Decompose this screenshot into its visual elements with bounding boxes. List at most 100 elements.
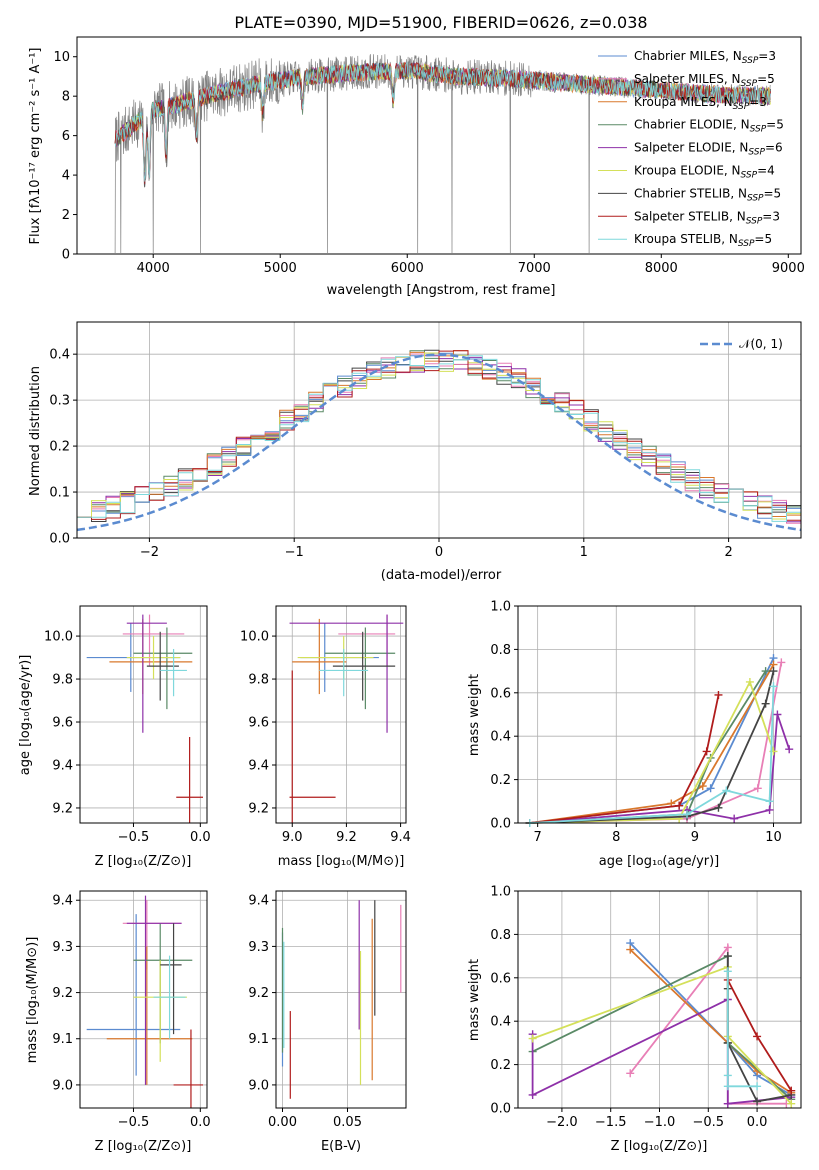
plot-area bbox=[86, 895, 203, 1108]
errorbar-point-3 bbox=[292, 618, 347, 695]
axes-frame: 7 8 9 10 0.0 0.2 0.4 0.6 0.8 1.0 bbox=[490, 600, 802, 845]
data-point-marker bbox=[761, 699, 770, 708]
data-point-marker bbox=[528, 1034, 537, 1043]
y-tick-label: 2 bbox=[62, 208, 70, 223]
normal-reference-curve bbox=[77, 353, 801, 532]
weight-series-9 bbox=[525, 682, 778, 827]
y-tick-label: 9.4 bbox=[52, 758, 73, 773]
y-tick-label: 10.0 bbox=[240, 630, 269, 645]
data-point-marker bbox=[773, 710, 782, 719]
x-tick-label: 0.00 bbox=[268, 1115, 297, 1130]
data-point-marker bbox=[785, 745, 794, 754]
x-tick-label: 8000 bbox=[645, 261, 678, 276]
y-tick-label: 9.2 bbox=[52, 801, 73, 816]
errorbar-point-6 bbox=[126, 636, 181, 680]
x-tick-label: 10 bbox=[765, 830, 782, 845]
mass-weight-vs-age-panel: 7 8 9 10 0.0 0.2 0.4 0.6 0.8 1.0 bbox=[490, 600, 802, 845]
data-point-marker bbox=[787, 1086, 796, 1095]
legend-entry: Kroupa STELIB, NSSP=5 bbox=[634, 232, 772, 249]
wZ-xlabel: Z [log₁₀(Z/Z⊙)] bbox=[611, 1139, 708, 1154]
data-point-marker bbox=[714, 803, 723, 812]
legend-entry: Salpeter ELODIE, NSSP=6 bbox=[634, 141, 783, 158]
y-tick-label: 10 bbox=[53, 50, 70, 65]
y-tick-label: 9.6 bbox=[248, 716, 269, 731]
plot-area bbox=[77, 349, 801, 532]
data-point-marker bbox=[626, 1069, 635, 1078]
data-point-marker bbox=[730, 814, 739, 823]
y-tick-label: 9.2 bbox=[52, 986, 73, 1001]
x-tick-label: 4000 bbox=[137, 261, 170, 276]
legend-entry: Chabrier STELIB, NSSP=5 bbox=[634, 186, 781, 203]
y-tick-label: 9.1 bbox=[248, 1032, 269, 1047]
axes-frame: −2.0 −1.5 −1.0 −0.5 0.0 0.0 0.2 0.4 0.6 0.8 1.0 bbox=[490, 885, 802, 1130]
plot-area bbox=[114, 54, 771, 254]
errorbar-point-1 bbox=[86, 914, 181, 1076]
y-tick-label: 9.4 bbox=[52, 894, 73, 909]
y-tick-label: 0 bbox=[62, 248, 70, 263]
data-point-marker bbox=[675, 801, 684, 810]
x-tick-label: 0 bbox=[435, 545, 443, 560]
x-tick-label: 6000 bbox=[391, 261, 424, 276]
wAge-xlabel: age [log₁₀(age/yr)] bbox=[599, 854, 720, 869]
data-point-marker bbox=[702, 747, 711, 756]
axes-frame: 4000 5000 6000 7000 8000 9000 0 2 4 6 8 10 bbox=[53, 36, 805, 276]
wAge-ylabel: mass weight bbox=[467, 674, 482, 756]
legend-entry: Kroupa ELODIE, NSSP=4 bbox=[634, 164, 775, 181]
errorbar-point-8 bbox=[176, 737, 203, 823]
data-point-marker bbox=[777, 658, 786, 667]
data-point-marker bbox=[698, 782, 707, 791]
series-line bbox=[529, 694, 720, 824]
data-point-marker bbox=[765, 805, 774, 814]
data-point-marker bbox=[626, 945, 635, 954]
mass-vs-metallicity-panel: −0.5 0.0 9.0 9.1 9.2 9.3 9.4 bbox=[52, 890, 211, 1130]
series-line bbox=[726, 971, 758, 1088]
x-tick-label: −1 bbox=[285, 545, 304, 560]
y-tick-label: 4 bbox=[62, 169, 70, 184]
y-tick-label: 0.1 bbox=[49, 486, 70, 501]
weight-series-8 bbox=[525, 690, 723, 827]
y-tick-label: 0.6 bbox=[490, 971, 511, 986]
data-point-marker bbox=[714, 690, 723, 699]
ageZ-ylabel: age [log₁₀(age/yr)] bbox=[18, 655, 33, 776]
x-tick-label: 0.0 bbox=[747, 1115, 768, 1130]
y-tick-label: 10.0 bbox=[44, 630, 73, 645]
residual-ylabel: Normed distribution bbox=[28, 366, 43, 496]
ageM-xlabel: mass [log₁₀(M/M⊙)] bbox=[278, 854, 405, 869]
reference-legend-label: 𝒩(0, 1) bbox=[739, 337, 783, 351]
x-tick-label: −0.5 bbox=[118, 1115, 150, 1130]
errorbar-point-8 bbox=[173, 1029, 203, 1108]
data-point-marker bbox=[683, 810, 692, 819]
series-line bbox=[529, 679, 775, 824]
data-point-marker bbox=[753, 1032, 762, 1041]
spectrum-legend: Chabrier MILES, NSSP=3 Salpeter MILES, NS… bbox=[598, 49, 784, 249]
chart-title: PLATE=0390, MJD=51900, FIBERID=0626, z=0… bbox=[234, 13, 647, 32]
axes-frame: −0.5 0.0 9.0 9.1 9.2 9.3 9.4 bbox=[52, 890, 211, 1130]
data-point-marker bbox=[722, 786, 731, 795]
legend-entry: Salpeter MILES, NSSP=5 bbox=[634, 72, 775, 89]
y-tick-label: 0.2 bbox=[490, 773, 511, 788]
y-tick-label: 0.4 bbox=[49, 348, 70, 363]
errorbar-point-5 bbox=[289, 614, 404, 733]
x-tick-label: −2.0 bbox=[546, 1115, 578, 1130]
residual-xlabel: (data-model)/error bbox=[381, 568, 502, 583]
spectrum-xlabel: wavelength [Angstrom, rest frame] bbox=[327, 283, 556, 298]
data-point-marker bbox=[706, 784, 715, 793]
y-tick-label: 9.1 bbox=[52, 1032, 73, 1047]
y-tick-label: 9.6 bbox=[52, 716, 73, 731]
age-vs-mass-panel: 9.0 9.2 9.4 9.2 9.4 9.6 9.8 10.0 bbox=[240, 605, 411, 845]
x-tick-label: −0.5 bbox=[693, 1115, 725, 1130]
y-tick-label: 9.4 bbox=[248, 894, 269, 909]
x-tick-label: 9000 bbox=[772, 261, 805, 276]
model-spectrum-series-8 bbox=[114, 61, 771, 185]
errorbar-point-8 bbox=[289, 670, 336, 823]
mass-vs-ebv-panel: 0.00 0.05 9.0 9.1 9.2 9.3 9.4 bbox=[248, 890, 407, 1130]
y-tick-label: 1.0 bbox=[490, 885, 511, 900]
y-tick-label: 6 bbox=[62, 129, 70, 144]
data-point-marker bbox=[765, 797, 774, 806]
y-tick-label: 0.2 bbox=[490, 1058, 511, 1073]
errorbar-point-5 bbox=[126, 614, 167, 733]
wZ-ylabel: mass weight bbox=[467, 959, 482, 1041]
y-tick-label: 0.4 bbox=[490, 1015, 511, 1030]
grid bbox=[276, 606, 406, 823]
massZ-ylabel: mass [log₁₀(M/M⊙)] bbox=[25, 937, 40, 1064]
